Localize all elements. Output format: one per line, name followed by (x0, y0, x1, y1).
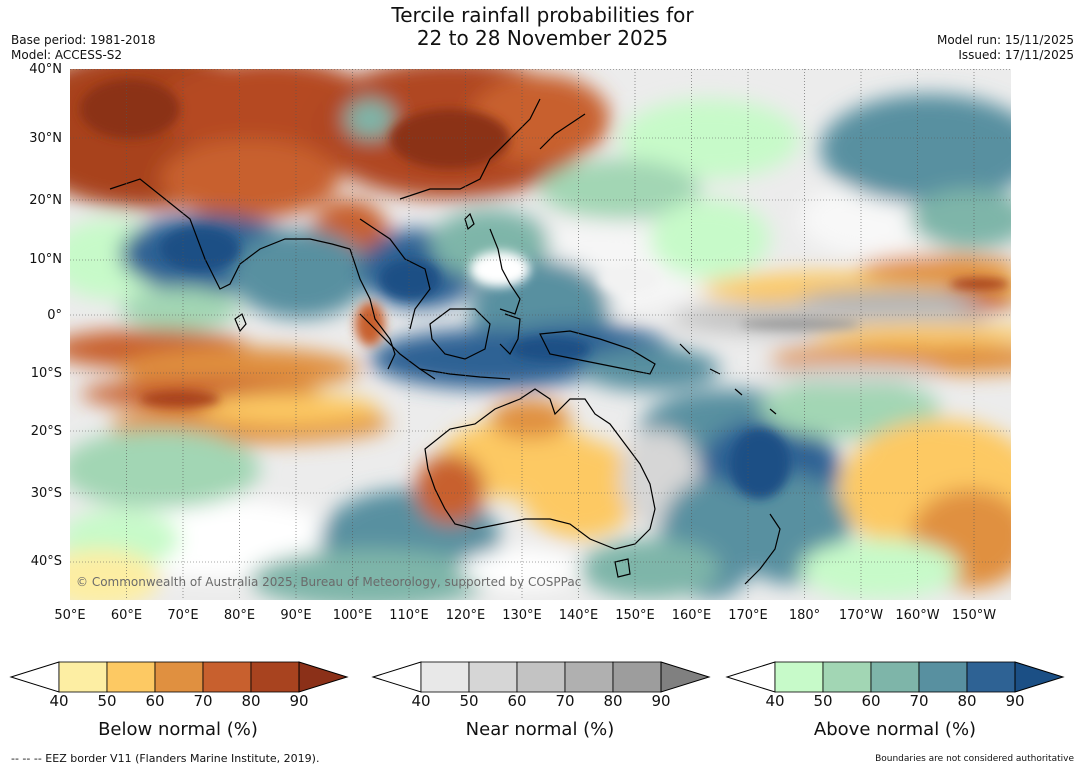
model-info: Base period: 1981-2018 Model: ACCESS-S2 (11, 33, 156, 63)
colorbar-segment (468, 661, 518, 693)
coastlines (109, 98, 781, 585)
colorbar-segment (564, 661, 614, 693)
run-info: Model run: 15/11/2025 Issued: 17/11/2025 (937, 33, 1074, 63)
colorbar-tick-label: 50 (813, 692, 833, 710)
latitude-label: 40°N (29, 62, 62, 77)
latitude-label: 0° (47, 308, 62, 323)
colorbar-tick-label: 90 (651, 692, 671, 710)
longitude-label: 160°E (671, 608, 712, 623)
colorbar-high-extension (1014, 661, 1065, 693)
colorbar-tick-label: 70 (555, 692, 575, 710)
longitude-label: 120°E (445, 608, 486, 623)
longitude-label: 100°E (332, 608, 373, 623)
colorbar-segment (58, 661, 108, 693)
colorbar-tick-label: 70 (193, 692, 213, 710)
longitude-label: 170°W (838, 608, 884, 623)
longitude-label: 150°W (951, 608, 997, 623)
longitude-label: 110°E (389, 608, 429, 623)
title-line-2: 22 to 28 November 2025 (416, 26, 669, 50)
colorbar-segment (918, 661, 968, 693)
colorbar-low-extension (371, 661, 422, 693)
colorbar-above-title: Above normal (%) (813, 719, 977, 740)
latitude-label: 10°N (29, 252, 62, 267)
colorbar-tick-label: 50 (97, 692, 117, 710)
colorbar-tick-label: 60 (507, 692, 527, 710)
latitude-label: 10°S (30, 366, 62, 381)
issued-date: Issued: 17/11/2025 (958, 48, 1074, 62)
longitude-label: 70°E (167, 608, 199, 623)
colorbar-segment (106, 661, 156, 693)
colorbar-above-normal (725, 661, 1065, 693)
colorbar-high-extension (298, 661, 349, 693)
colorbar-tick-label: 60 (145, 692, 165, 710)
colorbar-tick-label: 80 (603, 692, 623, 710)
copyright-notice: © Commonwealth of Australia 2025, Bureau… (76, 575, 582, 589)
colorbar-tick-label: 90 (1005, 692, 1025, 710)
eez-border-note: -- -- -- EEZ border V11 (Flanders Marine… (11, 752, 320, 765)
longitude-label: 160°W (895, 608, 940, 623)
boundaries-disclaimer: Boundaries are not considered authoritat… (875, 754, 1074, 764)
longitude-label: 60°E (110, 608, 143, 623)
colorbar-tick-label: 80 (241, 692, 261, 710)
colorbar-segment (774, 661, 824, 693)
colorbar-near-normal (371, 661, 711, 693)
longitude-label: 50°E (54, 608, 86, 623)
model-run-date: Model run: 15/11/2025 (936, 33, 1074, 47)
colorbar-segment (612, 661, 662, 693)
colorbar-segment (516, 661, 566, 693)
latitude-label: 20°S (30, 424, 62, 439)
map-canvas (70, 69, 1011, 600)
colorbar-high-extension (660, 661, 711, 693)
colorbar-below-title: Below normal (%) (98, 719, 258, 740)
longitude-label: 140°E (558, 608, 599, 623)
colorbar-tick-label: 40 (49, 692, 69, 710)
longitude-label: 80°E (223, 608, 256, 623)
graticule (70, 69, 1011, 600)
latitude-label: 20°N (29, 193, 62, 208)
title-line-1: Tercile rainfall probabilities for (391, 3, 694, 27)
base-period: Base period: 1981-2018 (11, 33, 156, 47)
chart-title: Tercile rainfall probabilities for 22 to… (0, 4, 1085, 50)
colorbar-low-extension (9, 661, 60, 693)
colorbar-segment (420, 661, 470, 693)
colorbar-tick-label: 70 (909, 692, 929, 710)
colorbar-segment (822, 661, 872, 693)
longitude-label: 150°E (615, 608, 655, 623)
colorbar-segment (154, 661, 204, 693)
colorbar-tick-label: 60 (861, 692, 881, 710)
colorbar-near-title: Near normal (%) (465, 719, 615, 740)
latitude-label: 30°S (30, 486, 62, 501)
longitude-label: 180° (788, 608, 821, 623)
model-name: Model: ACCESS-S2 (11, 48, 123, 62)
latitude-label: 40°S (30, 554, 62, 569)
colorbar-tick-label: 40 (411, 692, 431, 710)
colorbar-segment (202, 661, 252, 693)
latitude-label: 30°N (29, 131, 62, 146)
colorbar-tick-label: 80 (957, 692, 977, 710)
colorbar-tick-label: 50 (459, 692, 479, 710)
colorbar-below-normal (9, 661, 349, 693)
colorbar-tick-label: 90 (289, 692, 309, 710)
rainfall-probability-map[interactable] (70, 69, 1011, 600)
colorbar-low-extension (725, 661, 776, 693)
colorbar-segment (966, 661, 1016, 693)
colorbar-segment (250, 661, 300, 693)
longitude-label: 170°E (728, 608, 768, 623)
colorbar-tick-label: 40 (765, 692, 785, 710)
colorbar-segment (870, 661, 920, 693)
longitude-label: 130°E (502, 608, 542, 623)
longitude-label: 90°E (280, 608, 312, 623)
